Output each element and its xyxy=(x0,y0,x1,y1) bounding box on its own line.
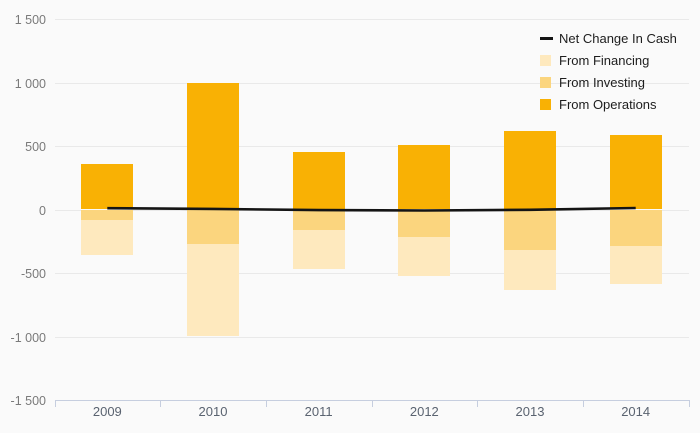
legend-item-from-operations[interactable]: From Operations xyxy=(540,93,677,115)
x-axis-tick xyxy=(582,400,584,407)
bar-2014-from-operations xyxy=(609,134,662,210)
x-axis-tick xyxy=(265,400,267,407)
bar-2009-from-financing xyxy=(81,219,134,256)
legend-item-from-financing[interactable]: From Financing xyxy=(540,49,677,71)
bar-2014-from-investing xyxy=(609,209,662,247)
bar-2012-from-investing xyxy=(398,209,451,238)
bar-2010-from-operations xyxy=(187,82,239,210)
x-axis-tick xyxy=(477,400,479,407)
gridline--1000 xyxy=(54,337,689,338)
bar-2010-from-financing xyxy=(187,243,239,337)
x-axis-tick xyxy=(688,400,690,407)
bar-2011-from-operations xyxy=(292,151,345,210)
legend-item-from-investing[interactable]: From Investing xyxy=(540,71,677,93)
square-marker-icon xyxy=(540,54,551,66)
y-axis-label: 500 xyxy=(25,139,46,154)
y-axis-label: -1 000 xyxy=(10,330,46,345)
square-marker-icon xyxy=(540,76,551,88)
bar-2009-from-operations xyxy=(81,164,134,210)
bar-2012-from-operations xyxy=(398,144,451,210)
gridline-0 xyxy=(54,210,689,211)
x-axis-label-2013: 2013 xyxy=(515,404,545,419)
y-axis-label: 1 000 xyxy=(14,76,46,91)
bar-2010-from-investing xyxy=(187,209,239,244)
chart-legend: Net Change In Cash From Financing From I… xyxy=(540,27,677,115)
legend-label: From Operations xyxy=(559,96,657,112)
y-axis-label: -500 xyxy=(20,266,46,281)
bar-2009-from-investing xyxy=(81,209,134,220)
x-axis-tick xyxy=(54,400,56,407)
x-axis-tick xyxy=(160,400,162,407)
bar-2013-from-investing xyxy=(504,209,556,251)
legend-label: From Financing xyxy=(559,52,650,68)
y-axis-label: -1 500 xyxy=(10,393,46,408)
legend-label: Net Change In Cash xyxy=(559,30,677,46)
x-axis-label-2012: 2012 xyxy=(409,404,439,419)
line-marker-icon xyxy=(540,36,553,40)
y-axis-label: 0 xyxy=(39,203,46,218)
bar-2013-from-financing xyxy=(504,250,556,291)
gridline--500 xyxy=(54,273,689,274)
gridline-1000 xyxy=(54,83,689,84)
gridline-1500 xyxy=(54,19,689,20)
x-axis-label-2014: 2014 xyxy=(621,404,651,419)
bar-2014-from-financing xyxy=(609,246,662,285)
legend-label: From Investing xyxy=(559,74,645,90)
bar-2012-from-financing xyxy=(398,237,451,276)
bar-2011-from-financing xyxy=(292,229,345,269)
x-axis-label-2009: 2009 xyxy=(92,404,122,419)
legend-item-net-change-in-cash[interactable]: Net Change In Cash xyxy=(540,27,677,49)
square-marker-icon xyxy=(540,98,551,110)
gridline-500 xyxy=(54,146,689,147)
x-axis-tick xyxy=(371,400,373,407)
x-axis-label-2011: 2011 xyxy=(304,404,333,419)
x-axis-label-2010: 2010 xyxy=(198,404,228,419)
bar-2013-from-operations xyxy=(504,130,556,210)
bar-2011-from-investing xyxy=(292,209,345,230)
y-axis-label: 1 500 xyxy=(14,12,46,27)
